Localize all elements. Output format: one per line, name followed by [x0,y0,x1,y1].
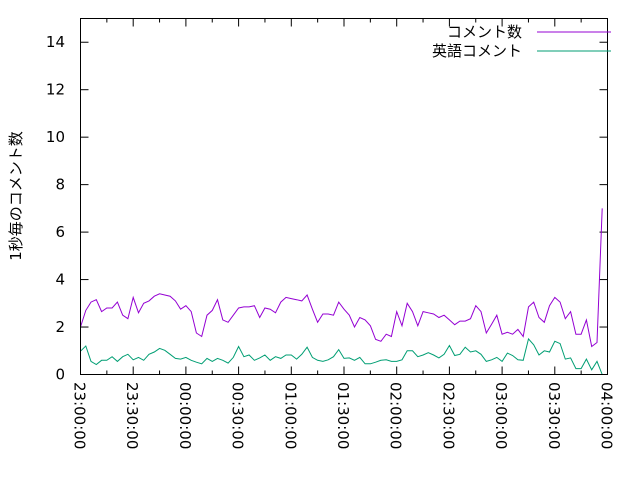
y-tick-label: 10 [46,128,65,146]
x-tick-label: 04:00:00 [598,382,616,449]
y-tick-label: 12 [46,81,65,99]
x-tick-label: 23:30:00 [123,382,141,449]
series-line-1 [80,208,603,348]
y-tick-label: 2 [55,318,65,336]
x-tick-label: 03:30:00 [545,382,563,449]
y-tick-label: 8 [55,176,65,194]
x-tick-label: 23:00:00 [71,382,89,449]
x-tick-label: 01:30:00 [334,382,352,449]
x-tick-label: 02:30:00 [439,382,457,449]
x-tick-label: 01:00:00 [281,382,299,449]
y-tick-label: 6 [55,223,65,241]
x-tick-label: 03:00:00 [492,382,510,449]
y-axis-label: 1秒毎のコメント数 [7,131,25,261]
legend-label: コメント数 [447,23,522,41]
series-lines [80,208,603,375]
x-tick-label: 02:00:00 [387,382,405,449]
x-tick-label: 00:30:00 [229,382,247,449]
series-line-2 [80,337,603,375]
y-tick-label: 4 [55,271,65,289]
y-tick-label: 0 [55,366,65,384]
plot-frame [80,18,608,375]
x-axis: 23:00:00 23:30:00 00:00:00 00:30:00 01:00:00… [71,18,616,449]
y-tick-label: 14 [46,33,65,51]
legend-label: 英語コメント [432,42,522,60]
y-axis: 0 2 4 6 8 10 12 14 [46,33,608,384]
x-tick-label: 00:00:00 [176,382,194,449]
